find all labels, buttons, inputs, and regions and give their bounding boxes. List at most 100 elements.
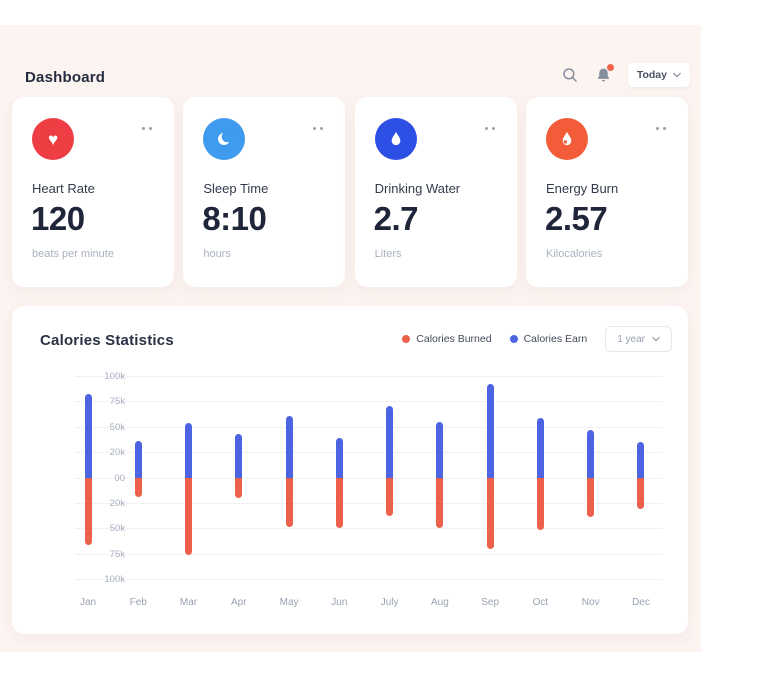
period-dropdown-label: Today <box>636 69 667 81</box>
y-axis-tick-label: 100k <box>104 574 125 586</box>
calories-statistics-card: Calories Statistics Calories Burned Calo… <box>12 306 688 634</box>
bar-earn-segment <box>335 437 343 478</box>
y-axis-tick-label: 75k <box>109 396 125 408</box>
gridline <box>75 579 662 581</box>
legend-dot <box>402 335 411 343</box>
gridline <box>75 528 662 530</box>
gridline <box>75 376 662 377</box>
bar-earn-segment <box>285 415 293 478</box>
bar-earn-segment <box>185 422 193 478</box>
y-axis-tick-label: 50k <box>109 421 125 433</box>
stat-card-heart-rate: ♥ Heart Rate 120 beats per minute <box>12 97 174 287</box>
card-menu-button[interactable] <box>652 123 670 134</box>
chevron-down-icon <box>673 72 681 78</box>
x-axis-month-label: May <box>279 597 299 608</box>
bar-group-sep <box>486 384 494 549</box>
bar-group-dec <box>637 442 645 509</box>
card-value: 2.57 <box>544 200 608 237</box>
bar-earn-segment <box>386 406 394 478</box>
bar-group-may <box>285 415 293 527</box>
card-label: Energy Burn <box>545 181 619 196</box>
bar-group-july <box>386 406 394 516</box>
range-dropdown-label: 1 year <box>617 333 645 345</box>
moon-icon <box>203 118 246 160</box>
x-axis-month-label: Jun <box>331 597 348 608</box>
card-unit: Kilocalories <box>545 248 603 260</box>
notification-badge <box>606 64 614 71</box>
bar-burned-segment <box>235 477 243 498</box>
x-axis-month-label: Jan <box>79 597 97 608</box>
gridline <box>75 553 662 555</box>
bar-burned-segment <box>436 477 444 529</box>
x-axis-month-label: Dec <box>632 597 650 608</box>
stat-card-drinking-water: Drinking Water 2.7 Liters <box>354 97 517 287</box>
bar-earn-segment <box>84 394 92 478</box>
flame-icon <box>545 118 588 160</box>
header-actions: Today <box>560 63 690 87</box>
bar-group-nov <box>587 430 595 518</box>
stat-cards-row: ♥ Heart Rate 120 beats per minute Sleep … <box>12 97 688 287</box>
bar-group-aug <box>436 421 444 529</box>
x-axis-month-label: Apr <box>231 597 247 608</box>
bar-earn-segment <box>637 442 645 478</box>
y-axis-tick-label: 20k <box>109 498 125 509</box>
legend-dot <box>509 335 518 343</box>
bar-earn-segment <box>134 441 142 478</box>
period-dropdown[interactable]: Today <box>627 63 690 87</box>
range-dropdown[interactable]: 1 year <box>605 326 672 352</box>
bar-earn-segment <box>436 421 444 478</box>
bar-chart-plot-area: 100k 75k 50k 20k 00 20k 50k 75k 100k Jan Feb Mar Apr… <box>75 371 662 608</box>
page-title: Dashboard <box>25 69 106 86</box>
y-axis-tick-label: 75k <box>109 548 125 560</box>
y-axis-tick-label: 100k <box>104 371 125 382</box>
y-axis-tick-label: 20k <box>109 447 125 459</box>
bar-group-oct <box>536 417 544 531</box>
card-label: Drinking Water <box>374 181 461 196</box>
legend-label: Calories Earn <box>523 333 588 345</box>
bar-burned-segment <box>587 477 595 518</box>
x-axis-month-label: Mar <box>179 597 198 608</box>
y-axis-tick-label: 50k <box>109 523 125 535</box>
bar-group-jun <box>335 437 343 529</box>
stat-card-sleep-time: Sleep Time 8:10 hours <box>183 97 346 287</box>
bar-burned-segment <box>486 477 494 549</box>
card-value: 8:10 <box>202 200 267 237</box>
legend-item-calories-burned[interactable]: Calories Burned <box>402 333 492 345</box>
gridline <box>75 426 662 428</box>
bar-earn-segment <box>536 417 544 478</box>
card-unit: Liters <box>374 248 402 260</box>
bar-burned-segment <box>185 477 193 555</box>
card-unit: beats per minute <box>32 248 114 260</box>
stat-card-energy-burn: Energy Burn 2.57 Kilocalories <box>525 97 688 287</box>
x-axis-month-label: Sep <box>481 597 500 608</box>
x-axis-month-label: Oct <box>532 597 549 608</box>
bar-earn-segment <box>587 430 595 478</box>
bar-burned-segment <box>386 477 394 516</box>
bar-burned-segment <box>637 477 645 509</box>
chart-title: Calories Statistics <box>40 332 174 349</box>
card-menu-button[interactable] <box>481 123 499 134</box>
bar-burned-segment <box>536 477 544 531</box>
card-menu-button[interactable] <box>138 123 156 134</box>
notification-bell-icon[interactable] <box>594 64 614 85</box>
card-menu-button[interactable] <box>309 123 327 134</box>
legend-item-calories-earn[interactable]: Calories Earn <box>509 333 588 345</box>
gridline <box>75 477 662 479</box>
bar-group-apr <box>235 433 243 498</box>
heart-icon: ♥ <box>32 118 74 160</box>
bar-burned-segment <box>84 477 92 545</box>
chevron-down-icon <box>652 336 660 342</box>
card-label: Heart Rate <box>32 181 95 196</box>
x-axis-month-label: Aug <box>430 597 449 608</box>
gridline <box>75 452 662 454</box>
x-axis-month-label: July <box>380 597 399 608</box>
gridline <box>75 503 662 504</box>
legend-label: Calories Burned <box>416 333 492 345</box>
bar-burned-segment <box>134 477 142 497</box>
gridline <box>75 401 662 403</box>
bar-burned-segment <box>285 477 293 527</box>
card-value: 120 <box>31 200 85 237</box>
search-icon[interactable] <box>560 65 580 85</box>
bar-group-jan <box>84 394 92 545</box>
dashboard-panel: Dashboard Today ♥ Heart Rate 120 <box>0 25 701 652</box>
